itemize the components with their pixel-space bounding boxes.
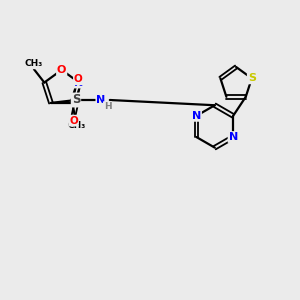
Text: CH₃: CH₃ (25, 59, 43, 68)
Text: N: N (96, 95, 106, 105)
Text: N: N (229, 132, 238, 142)
Text: N: N (74, 77, 84, 88)
Text: O: O (69, 116, 78, 126)
Text: N: N (192, 111, 201, 121)
Text: S: S (248, 74, 256, 83)
Text: CH₃: CH₃ (68, 121, 86, 130)
Text: O: O (57, 65, 66, 75)
Text: O: O (74, 74, 83, 84)
Text: S: S (72, 94, 80, 106)
Text: H: H (104, 102, 111, 111)
